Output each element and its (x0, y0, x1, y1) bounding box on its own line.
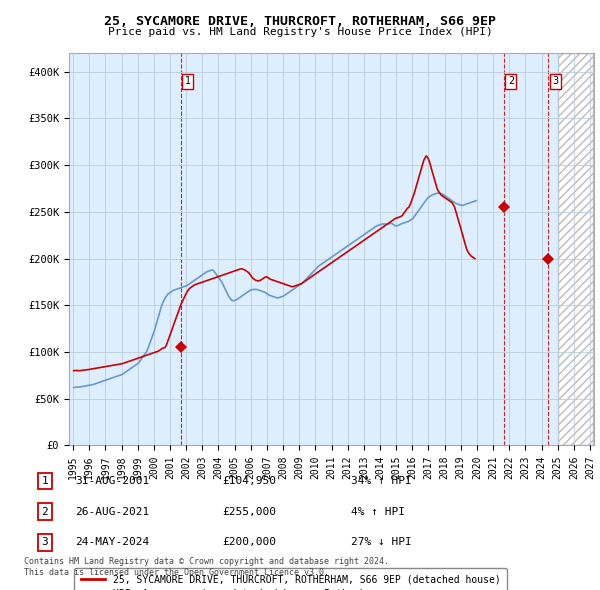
Text: 1: 1 (185, 76, 191, 86)
Text: £255,000: £255,000 (222, 507, 276, 516)
Text: 27% ↓ HPI: 27% ↓ HPI (351, 537, 412, 547)
Text: 24-MAY-2024: 24-MAY-2024 (75, 537, 149, 547)
Text: 25, SYCAMORE DRIVE, THURCROFT, ROTHERHAM, S66 9EP: 25, SYCAMORE DRIVE, THURCROFT, ROTHERHAM… (104, 15, 496, 28)
Legend: 25, SYCAMORE DRIVE, THURCROFT, ROTHERHAM, S66 9EP (detached house), HPI: Average: 25, SYCAMORE DRIVE, THURCROFT, ROTHERHAM… (74, 568, 508, 590)
Text: £104,950: £104,950 (222, 476, 276, 486)
Text: £200,000: £200,000 (222, 537, 276, 547)
Bar (559, 53, 593, 445)
Text: Contains HM Land Registry data © Crown copyright and database right 2024.: Contains HM Land Registry data © Crown c… (24, 558, 389, 566)
Text: Price paid vs. HM Land Registry's House Price Index (HPI): Price paid vs. HM Land Registry's House … (107, 27, 493, 37)
Text: 31-AUG-2001: 31-AUG-2001 (75, 476, 149, 486)
Text: 4% ↑ HPI: 4% ↑ HPI (351, 507, 405, 516)
Text: 1: 1 (41, 476, 49, 486)
Text: 2: 2 (41, 507, 49, 516)
Bar (559, 53, 593, 445)
Text: 2: 2 (508, 76, 514, 86)
Text: 3: 3 (41, 537, 49, 547)
Text: 26-AUG-2021: 26-AUG-2021 (75, 507, 149, 516)
Text: 3: 3 (552, 76, 558, 86)
Text: This data is licensed under the Open Government Licence v3.0.: This data is licensed under the Open Gov… (24, 568, 329, 577)
Text: 34% ↑ HPI: 34% ↑ HPI (351, 476, 412, 486)
